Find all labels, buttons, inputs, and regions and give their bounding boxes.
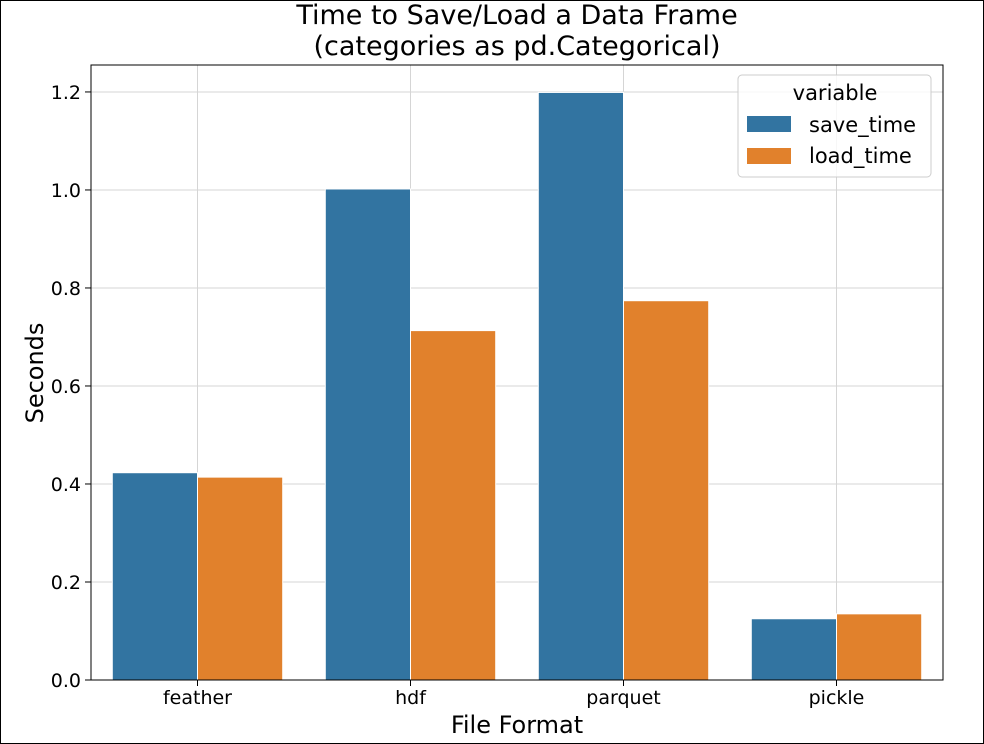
y-tick-label: 0.4 — [51, 474, 81, 496]
y-tick-label: 1.2 — [51, 82, 81, 104]
y-tick-label: 0.6 — [51, 376, 81, 398]
y-tick-label: 0.0 — [51, 670, 81, 692]
legend: variable save_time load_time — [737, 74, 932, 178]
x-tick-label: feather — [163, 687, 232, 709]
axis-ticks: feather hdf parquet pickle 0.0 0.2 0.4 0.6 0.8 1.… — [51, 82, 865, 709]
y-tick-label: 0.2 — [51, 572, 81, 594]
bar-load-time-hdf — [410, 330, 497, 681]
legend-title: variable — [793, 81, 878, 105]
legend-label-save-time: save_time — [809, 113, 916, 138]
x-tick-label: pickle — [809, 687, 865, 709]
bar-save-time-feather — [111, 472, 198, 681]
y-tick-label: 1.0 — [51, 180, 81, 202]
x-tick-label: hdf — [395, 687, 427, 709]
legend-label-load-time: load_time — [809, 144, 912, 169]
legend-swatch-load-time — [747, 148, 791, 164]
y-axis-label: Seconds — [21, 323, 49, 424]
bar-load-time-feather — [197, 476, 284, 681]
bar-save-time-hdf — [324, 188, 411, 681]
chart-subtitle: (categories as pd.Categorical) — [314, 31, 721, 62]
bar-load-time-pickle — [836, 613, 923, 681]
x-tick-label: parquet — [586, 687, 660, 709]
legend-swatch-save-time — [747, 116, 791, 132]
plot-frame — [90, 64, 944, 681]
bar-save-time-parquet — [537, 91, 624, 681]
bar-save-time-pickle — [750, 618, 837, 681]
x-axis-label: File Format — [451, 711, 583, 739]
chart-title: Time to Save/Load a Data Frame — [295, 1, 737, 31]
bars — [111, 91, 923, 681]
bar-load-time-parquet — [623, 300, 710, 681]
y-tick-label: 0.8 — [51, 278, 81, 300]
